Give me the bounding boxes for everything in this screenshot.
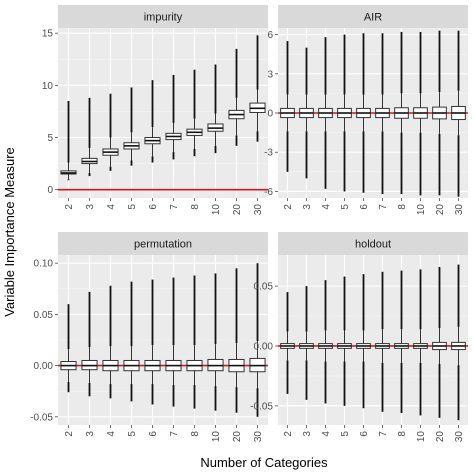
y-tick-label: 0.00 xyxy=(254,341,274,352)
y-tick-label: -6 xyxy=(264,187,273,198)
x-tick-label: 3 xyxy=(302,431,313,437)
x-tick-label: 5 xyxy=(127,431,138,437)
y-tick-label: 5 xyxy=(47,133,53,144)
x-tick-label: 10 xyxy=(416,431,427,443)
x-tick-label: 6 xyxy=(359,204,370,210)
panel-AIR: AIR -6 -3 0 3 6 2 3 4 5 6 7 8 10 20 30 xyxy=(264,5,468,215)
y-tick-label: 0.05 xyxy=(34,310,54,321)
y-tick-label: -0.05 xyxy=(250,401,273,412)
x-tick-label: 5 xyxy=(340,431,351,437)
y-tick-label: -3 xyxy=(264,148,273,159)
y-tick-label: 0.10 xyxy=(34,259,54,270)
panel-title: impurity xyxy=(144,12,183,24)
x-tick-label: 2 xyxy=(283,431,294,437)
x-tick-label: 2 xyxy=(64,204,75,210)
x-tick-label: 20 xyxy=(232,204,243,216)
x-tick-label: 20 xyxy=(435,431,446,443)
x-tick-label: 30 xyxy=(454,431,465,443)
x-tick-label: 3 xyxy=(85,431,96,437)
panel-strip xyxy=(278,232,468,255)
panel-permutation: permutation -0.05 0.00 0.05 0.10 2 3 4 5 6 7 8 10 20 3… xyxy=(30,232,268,442)
panel-title: permutation xyxy=(134,239,192,251)
panel-title: holdout xyxy=(355,239,391,251)
y-tick-label: 15 xyxy=(42,29,54,40)
x-tick-label: 2 xyxy=(64,431,75,437)
y-axis-title: Variable Importance Measure xyxy=(2,147,17,317)
y-tick-label: 10 xyxy=(42,81,54,92)
panels: impurity 0 5 10 15 2 3 4 5 6 7 8 10 20 30 AIR -6 -3 0 3 6 2 3 4… xyxy=(30,5,468,442)
x-tick-label: 6 xyxy=(148,431,159,437)
y-tick-label: -0.05 xyxy=(30,412,53,423)
x-tick-label: 20 xyxy=(435,204,446,216)
y-tick-label: 3 xyxy=(267,69,273,80)
x-tick-label: 30 xyxy=(454,204,465,216)
x-tick-label: 6 xyxy=(359,431,370,437)
x-tick-label: 7 xyxy=(378,431,389,437)
x-tick-label: 8 xyxy=(190,204,201,210)
x-tick-label: 3 xyxy=(302,204,313,210)
x-tick-label: 10 xyxy=(211,431,222,443)
x-tick-label: 8 xyxy=(190,431,201,437)
panel-impurity: impurity 0 5 10 15 2 3 4 5 6 7 8 10 20 30 xyxy=(42,5,268,215)
x-tick-label: 4 xyxy=(321,431,332,437)
x-tick-label: 2 xyxy=(283,204,294,210)
x-tick-label: 4 xyxy=(106,431,117,437)
x-tick-label: 6 xyxy=(148,204,159,210)
y-tick-label: 0 xyxy=(47,185,53,196)
x-tick-label: 5 xyxy=(127,204,138,210)
x-tick-label: 8 xyxy=(397,204,408,210)
panel-background xyxy=(278,255,468,425)
y-tick-label: 0.00 xyxy=(34,361,54,372)
x-tick-label: 8 xyxy=(397,431,408,437)
x-tick-label: 3 xyxy=(85,204,96,210)
x-tick-label: 20 xyxy=(232,431,243,443)
x-tick-label: 30 xyxy=(253,431,264,443)
x-tick-label: 4 xyxy=(106,204,117,210)
panel-holdout: holdout -0.05 0.00 0.05 2 3 4 5 6 7 8 10 20 30 xyxy=(250,232,468,442)
x-tick-label: 7 xyxy=(378,204,389,210)
x-tick-label: 30 xyxy=(253,204,264,216)
panel-strip xyxy=(58,232,268,255)
y-tick-label: 0.05 xyxy=(254,282,274,293)
x-axis-title: Number of Categories xyxy=(200,455,328,470)
x-tick-label: 7 xyxy=(169,431,180,437)
panel-strip xyxy=(278,5,468,28)
x-tick-label: 10 xyxy=(211,204,222,216)
panel-strip xyxy=(58,5,268,28)
y-tick-label: 0 xyxy=(267,109,273,120)
y-tick-label: 6 xyxy=(267,30,273,41)
x-tick-label: 4 xyxy=(321,204,332,210)
x-tick-label: 10 xyxy=(416,204,427,216)
x-tick-label: 7 xyxy=(169,204,180,210)
x-tick-label: 5 xyxy=(340,204,351,210)
panel-title: AIR xyxy=(364,12,382,24)
